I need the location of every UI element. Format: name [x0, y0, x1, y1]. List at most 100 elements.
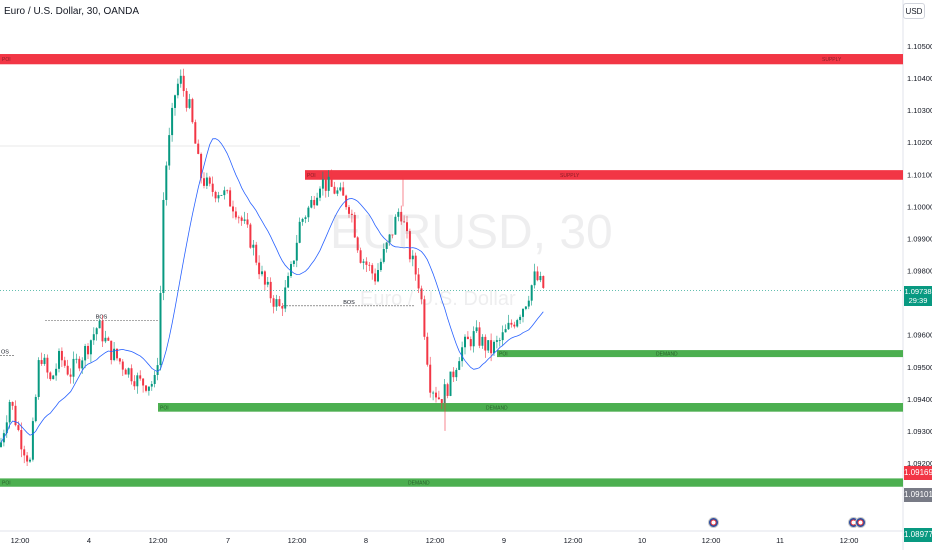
candle-body	[530, 285, 533, 301]
y-tick-label: 1.10500	[907, 42, 932, 51]
candle-body	[316, 197, 319, 206]
demand-zone[interactable]	[497, 350, 903, 358]
candle-body	[243, 219, 246, 221]
candle-body	[420, 288, 423, 300]
x-tick-label: 12:00	[149, 536, 168, 545]
candle-body	[432, 392, 435, 394]
candle-body	[58, 350, 60, 369]
candle-body	[487, 340, 490, 351]
y-tick-label: 1.09300	[907, 427, 932, 436]
candle-body	[417, 274, 420, 289]
candle-body	[0, 442, 2, 447]
currency-button[interactable]: USD	[903, 3, 925, 19]
candle-body	[229, 190, 232, 207]
candle-body	[513, 324, 516, 327]
x-tick-label: 11	[776, 536, 784, 545]
x-tick-label: 7	[226, 536, 230, 545]
candle-body	[437, 397, 440, 400]
candle-body	[365, 261, 368, 265]
candle-body	[458, 361, 461, 370]
candle-body	[217, 195, 220, 199]
candle-body	[258, 262, 261, 275]
candle-body	[84, 345, 87, 361]
candle-body	[304, 217, 307, 219]
candle-body	[98, 320, 101, 329]
candle-body	[20, 430, 23, 450]
candle-body	[171, 107, 174, 136]
y-tick-label: 1.09800	[907, 267, 932, 276]
candle-body	[466, 336, 469, 340]
candle-body	[191, 99, 194, 123]
candle-body	[226, 190, 229, 192]
y-tick-label: 1.09600	[907, 331, 932, 340]
candle-body	[95, 328, 98, 335]
candle-body	[469, 339, 472, 347]
candle-body	[295, 242, 298, 261]
candle-body	[478, 327, 481, 346]
candle-body	[353, 214, 356, 238]
supply-zone[interactable]	[0, 54, 903, 65]
x-tick-label: 9	[502, 536, 506, 545]
candle-body	[266, 281, 269, 285]
demand-zone[interactable]	[0, 478, 903, 487]
candle-body	[174, 95, 176, 108]
candle-body	[81, 360, 84, 369]
candle-body	[37, 360, 40, 397]
candle-body	[443, 384, 446, 404]
candle-body	[188, 99, 191, 108]
candle-body	[394, 216, 397, 235]
candle-body	[203, 178, 205, 186]
candle-body	[104, 337, 107, 342]
candle-body	[350, 213, 353, 215]
candle-body	[87, 345, 89, 355]
candle-body	[40, 360, 43, 364]
candle-body	[524, 306, 527, 309]
candle-body	[371, 265, 374, 274]
candle-body	[475, 327, 478, 332]
candle-body	[52, 375, 55, 380]
candle-body	[263, 271, 266, 285]
candle-body	[78, 358, 81, 369]
candle-body	[281, 306, 284, 309]
candle-body	[345, 195, 348, 208]
candle-body	[121, 361, 124, 370]
candle-body	[423, 299, 426, 337]
candle-body	[127, 368, 130, 375]
x-tick-label: 12:00	[702, 536, 721, 545]
demand-zone[interactable]	[158, 403, 903, 412]
x-tick-label: 8	[364, 536, 368, 545]
candle-body	[124, 369, 127, 375]
candle-body	[142, 378, 145, 386]
us-flag-event-icon[interactable]	[708, 517, 719, 528]
us-flag-event-icon[interactable]	[855, 517, 866, 528]
candle-body	[542, 275, 545, 288]
candle-body	[388, 234, 391, 243]
candle-body	[484, 336, 487, 351]
candle-body	[310, 199, 313, 208]
candle-body	[145, 385, 147, 391]
candle-body	[29, 459, 31, 462]
candle-body	[298, 221, 301, 243]
candle-body	[110, 340, 113, 361]
candle-body	[449, 371, 452, 396]
candle-body	[362, 261, 365, 263]
candle-body	[237, 217, 240, 219]
zone-label-right: DEMAND	[408, 481, 430, 487]
x-tick-label: 10	[638, 536, 646, 545]
candle-body	[446, 384, 449, 396]
supply-zone[interactable]	[305, 170, 903, 180]
candle-body	[301, 218, 304, 222]
candle-body	[8, 402, 11, 423]
candle-body	[461, 347, 464, 362]
candle-body	[287, 276, 290, 288]
candle-body	[307, 207, 310, 218]
candle-body	[359, 250, 362, 263]
candle-body	[63, 360, 66, 366]
candle-body	[527, 300, 530, 307]
candle-body	[153, 374, 156, 384]
candle-body	[435, 392, 437, 398]
candle-body	[324, 179, 327, 191]
candle-body	[130, 368, 133, 382]
candle-body	[290, 264, 292, 277]
